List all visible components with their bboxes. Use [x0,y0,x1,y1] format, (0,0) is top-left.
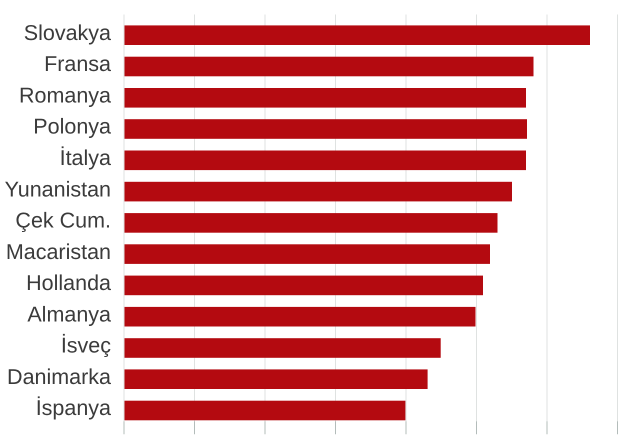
svg-text:İsveç: İsveç [61,334,111,358]
svg-text:Romanya: Romanya [19,84,111,108]
svg-text:Polonya: Polonya [33,115,111,139]
svg-text:Macaristan: Macaristan [6,240,111,264]
svg-text:İspanya: İspanya [36,396,111,420]
svg-text:Çek Cum.: Çek Cum. [15,209,111,233]
svg-text:Almanya: Almanya [27,302,111,326]
svg-text:Yunanistan: Yunanistan [5,177,111,201]
svg-text:Hollanda: Hollanda [26,271,111,295]
svg-text:Fransa: Fransa [44,52,111,76]
svg-text:Danimarka: Danimarka [7,365,111,389]
svg-text:İtalya: İtalya [60,146,111,170]
svg-text:Slovakya: Slovakya [24,21,111,45]
